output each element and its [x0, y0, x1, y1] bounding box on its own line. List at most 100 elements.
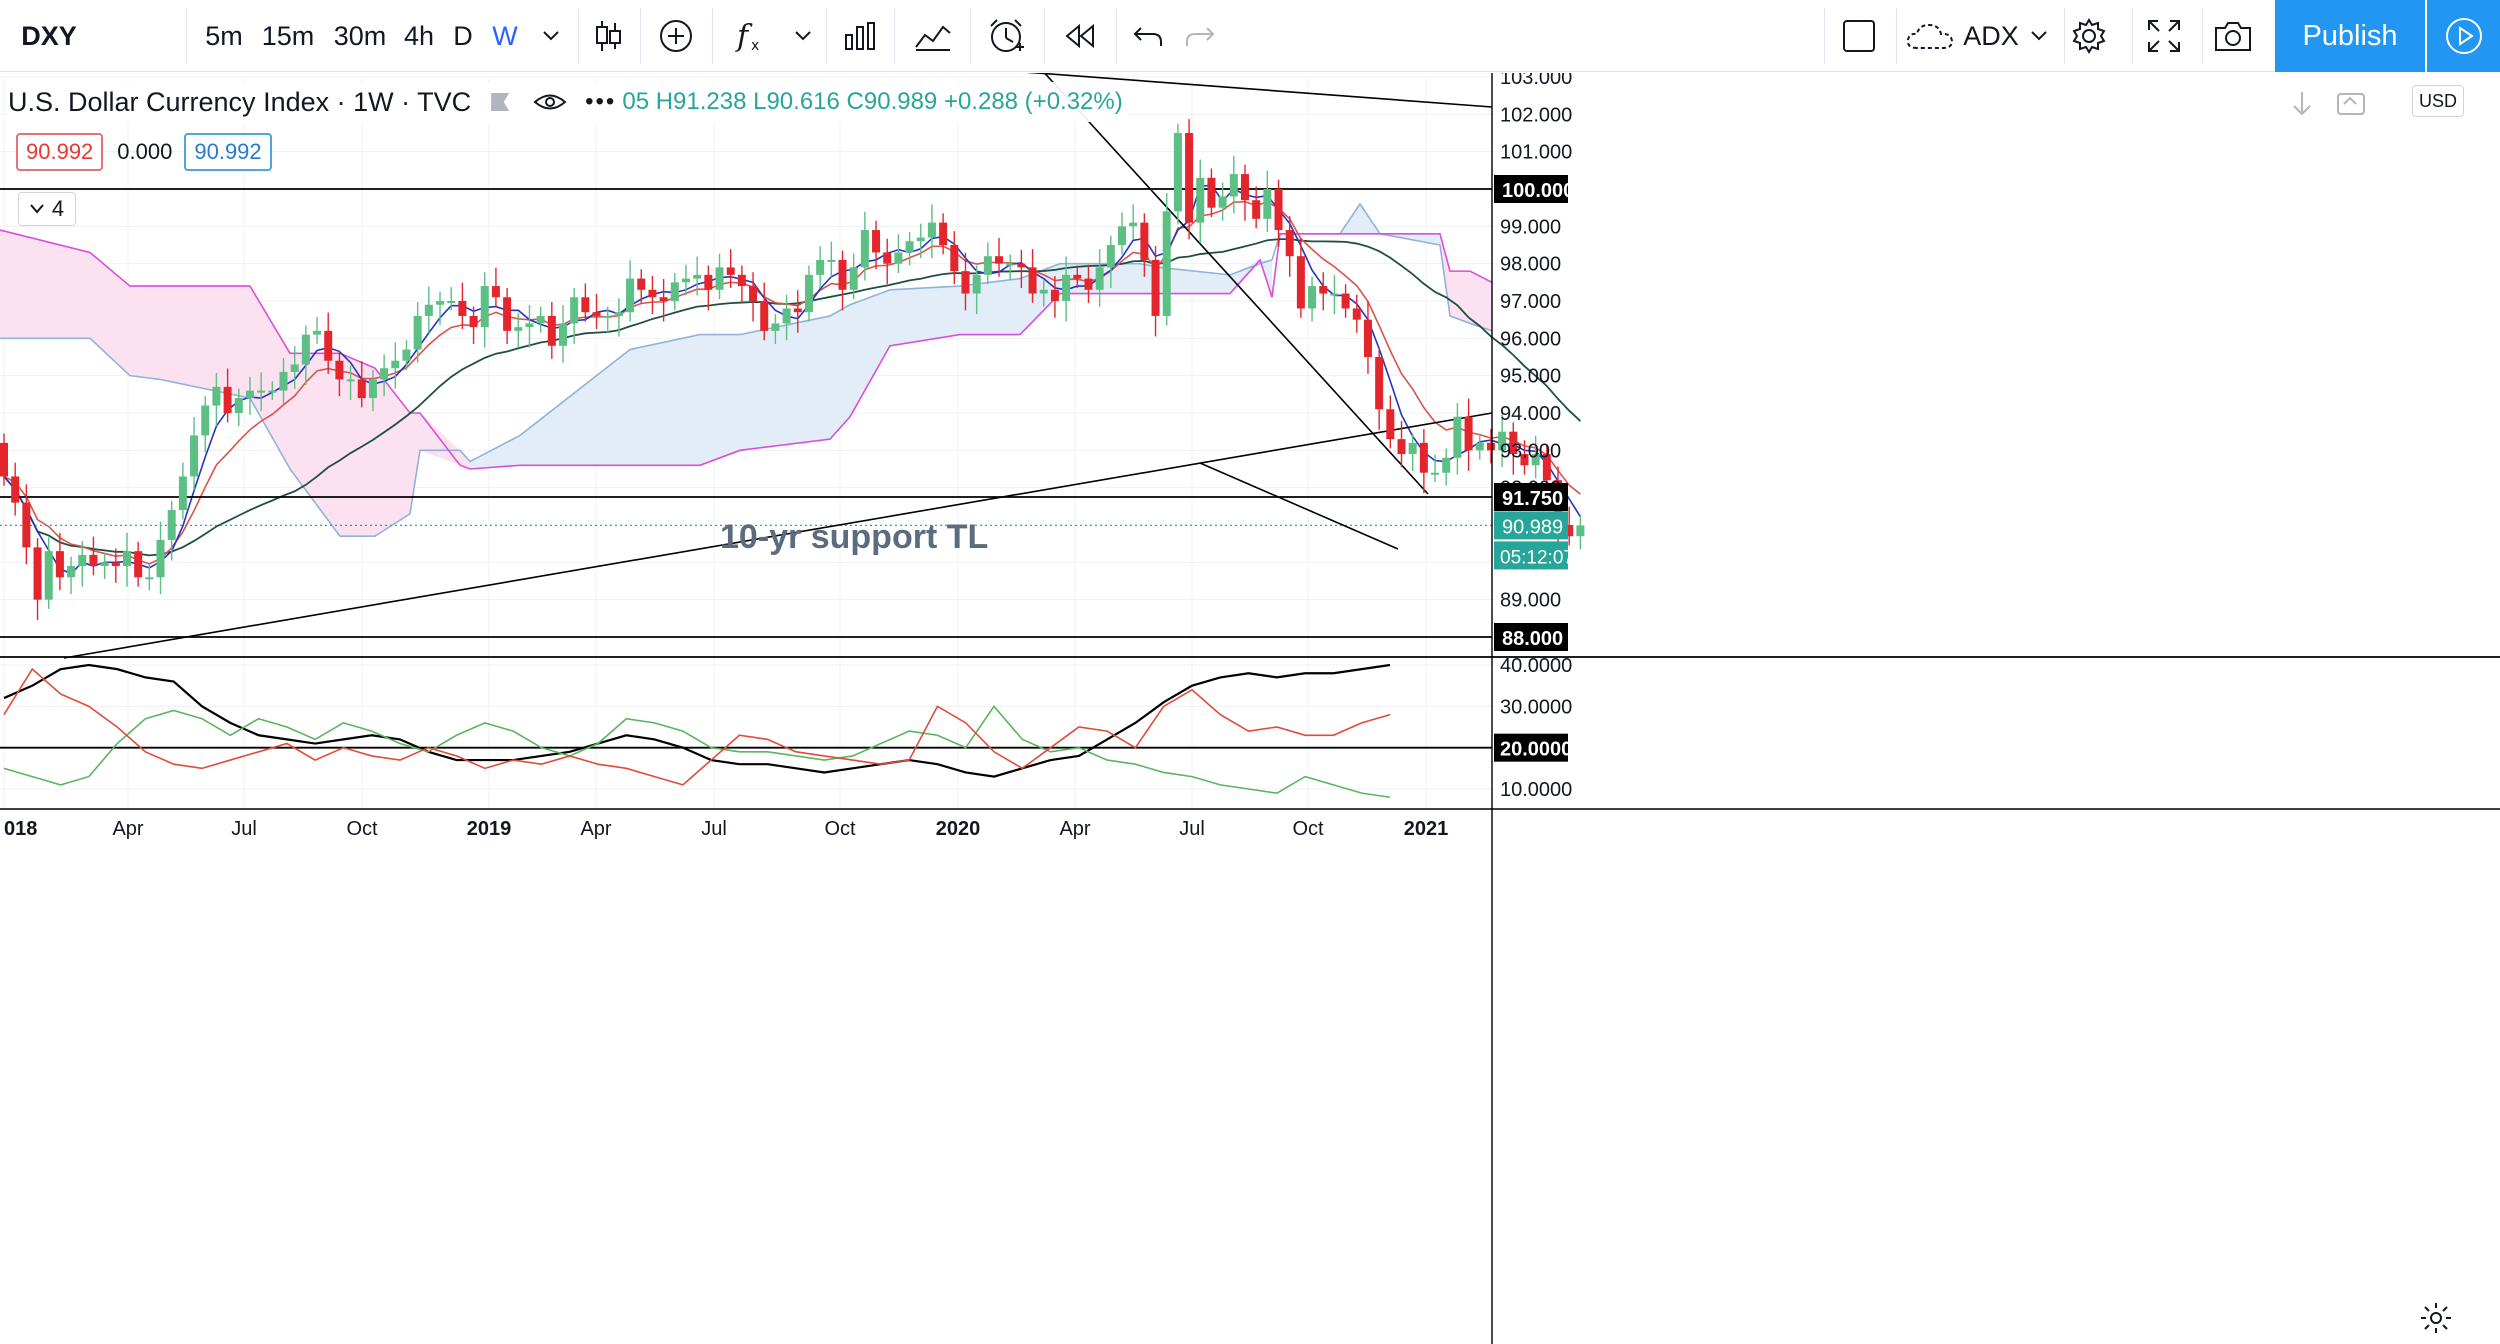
- adx-tick-label: 30.0000: [1500, 696, 1572, 718]
- interval-4h[interactable]: 4h: [398, 0, 440, 72]
- time-tick-label: Jul: [1179, 818, 1205, 840]
- chevron-down-icon[interactable]: [2024, 0, 2054, 72]
- level-label-bg: [1494, 623, 1568, 651]
- level-label-bg: [1494, 483, 1568, 511]
- ichimoku-legend: 90.992 0.000 90.992: [16, 133, 272, 171]
- candle-up: [570, 297, 579, 324]
- candle-up: [927, 222, 936, 238]
- candle-up: [1162, 211, 1171, 316]
- interval-5m[interactable]: 5m: [196, 0, 252, 72]
- flag-icon[interactable]: [491, 93, 510, 111]
- candle-down: [111, 562, 120, 567]
- candle-up: [1196, 177, 1205, 223]
- candle-down: [1084, 278, 1093, 290]
- candles-icon[interactable]: [586, 0, 630, 72]
- candle-up: [1442, 457, 1451, 473]
- trendlines: [63, 73, 1493, 659]
- indicator-name-label: ADX: [1963, 20, 2019, 51]
- add-indicator-icon[interactable]: [654, 0, 698, 72]
- candle-up: [1095, 267, 1104, 290]
- alert-clock-icon[interactable]: [982, 0, 1030, 72]
- undo-icon[interactable]: [1128, 0, 1168, 72]
- cloud-icon[interactable]: [1904, 0, 1956, 72]
- candle-down: [1520, 454, 1529, 466]
- currency-button[interactable]: USD: [2412, 85, 2464, 117]
- symbol-title[interactable]: U.S. Dollar Currency Index · 1W · TVC: [8, 86, 472, 117]
- toolbar-divider: [894, 8, 895, 64]
- replay-icon[interactable]: [1058, 0, 1102, 72]
- candle-down: [0, 442, 8, 477]
- indicator-template-label[interactable]: ADX: [1958, 0, 2024, 72]
- chart-settings-gear-icon[interactable]: [2418, 1300, 2454, 1341]
- cloud-bullish: [1280, 203, 1440, 245]
- toolbar-divider: [2132, 8, 2133, 64]
- candlestick-series: [0, 119, 1585, 621]
- templates-icon[interactable]: [908, 0, 958, 72]
- candle-down: [581, 297, 590, 313]
- chart-canvas[interactable]: 89.00090.00092.00093.00094.00095.00096.0…: [0, 73, 2500, 1344]
- interval-30m[interactable]: 30m: [326, 0, 394, 72]
- candle-down: [793, 308, 802, 313]
- publish-button[interactable]: Publish: [2275, 0, 2425, 72]
- candle-down: [838, 259, 847, 290]
- candle-down: [1050, 289, 1059, 301]
- candle-down: [1386, 409, 1395, 440]
- candle-up: [894, 252, 903, 264]
- candle-down: [1319, 286, 1328, 294]
- candle-up: [234, 398, 243, 413]
- chevron-down-icon[interactable]: [534, 0, 568, 72]
- candle-up: [100, 562, 109, 567]
- more-icon[interactable]: •••: [585, 88, 617, 115]
- interval-w[interactable]: W: [484, 0, 526, 72]
- candle-up: [257, 390, 266, 393]
- candle-up: [1106, 245, 1115, 268]
- indicator-count: 4: [51, 196, 65, 221]
- interval-label: 15m: [261, 20, 315, 51]
- level-price-label: 91.750: [1502, 488, 1563, 510]
- candle-up: [905, 241, 914, 253]
- candle-down: [547, 315, 556, 346]
- toolbar-divider: [640, 8, 641, 64]
- redo-icon[interactable]: [1180, 0, 1220, 72]
- candle-down: [335, 360, 344, 380]
- candle-down: [592, 312, 601, 316]
- refresh-icon[interactable]: [2336, 90, 2366, 123]
- candle-up: [983, 256, 992, 275]
- adx-tick-label: 10.0000: [1500, 779, 1572, 801]
- candle-up: [1039, 289, 1048, 294]
- camera-icon[interactable]: [2210, 0, 2256, 72]
- chart-legend: U.S. Dollar Currency Index · 1W · TVC ••…: [8, 82, 1129, 122]
- candle-up: [670, 282, 679, 301]
- publish-play-button[interactable]: [2427, 0, 2500, 72]
- candle-up: [1576, 525, 1585, 537]
- arrow-down-icon[interactable]: [2290, 90, 2314, 123]
- symbol-search[interactable]: DXY: [14, 0, 84, 72]
- candle-up: [78, 554, 87, 567]
- ema-line: [3, 200, 1581, 565]
- interval-d[interactable]: D: [448, 0, 478, 72]
- candle-down: [324, 330, 333, 361]
- collapse-indicators-button[interactable]: 4: [18, 192, 76, 226]
- candle-up: [693, 274, 702, 279]
- candle-down: [749, 286, 758, 301]
- price-tick-label: 89.000: [1500, 590, 1561, 612]
- compare-bars-icon[interactable]: [838, 0, 882, 72]
- channel-trendline: [1199, 462, 1399, 550]
- support-trendline: [63, 412, 1493, 659]
- gear-icon[interactable]: [2070, 0, 2106, 72]
- candle-up: [860, 230, 869, 268]
- interval-label: 4h: [403, 20, 435, 51]
- kijun-sen-line: [3, 238, 1581, 557]
- cloud-bearish: [1440, 233, 1492, 331]
- candle-down: [1419, 442, 1428, 473]
- candle-up: [626, 278, 635, 313]
- price-tick-label: 103.000: [1500, 73, 1572, 89]
- chevron-down-icon[interactable]: [788, 0, 818, 72]
- layout-square-icon[interactable]: [1836, 0, 1882, 72]
- eye-icon[interactable]: [533, 91, 567, 113]
- candle-down: [22, 502, 31, 548]
- fullscreen-icon[interactable]: [2142, 0, 2186, 72]
- candle-up: [816, 259, 825, 275]
- interval-15m[interactable]: 15m: [256, 0, 320, 72]
